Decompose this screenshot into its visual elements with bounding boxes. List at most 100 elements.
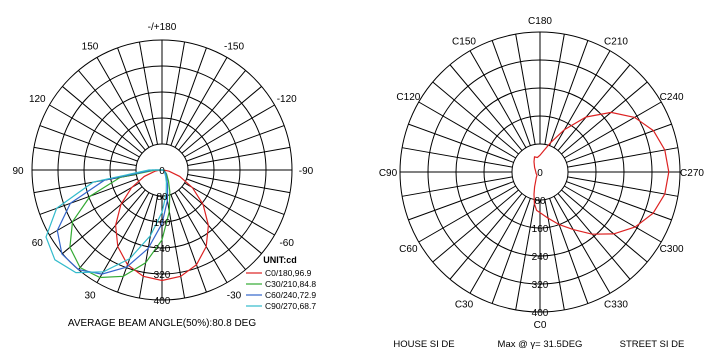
- angle-tick-label: -150: [224, 41, 244, 52]
- grid-spoke: [432, 81, 519, 155]
- grid-spoke: [567, 147, 678, 168]
- radial-tick-label: 160: [154, 218, 171, 229]
- grid-spoke: [469, 195, 527, 294]
- grid-spoke: [178, 189, 246, 270]
- angle-tick-label: -120: [277, 94, 297, 105]
- left-polar-chart: 0 80 160 240 320 400 -/+180 150 120 90 60 30 -30 -60…: [12, 22, 316, 329]
- left-series-group: [45, 169, 210, 282]
- grid-spoke: [491, 40, 531, 146]
- grid-spoke: [566, 181, 672, 221]
- legend-label: C60/240,72.9: [265, 290, 316, 300]
- grid-spoke: [544, 34, 565, 145]
- street-side-label: STREET SI DE: [620, 339, 685, 350]
- grid-spoke: [566, 123, 672, 163]
- max-gamma-label: Max @ γ= 31.5DEG: [498, 339, 583, 350]
- grid-spoke: [567, 176, 678, 197]
- angle-tick-label: -/+180: [148, 22, 177, 33]
- radial-tick-label: 0: [537, 168, 543, 179]
- grid-spoke: [515, 199, 536, 310]
- legend-label: C90/270,68.7: [265, 301, 316, 311]
- angle-tick-label: C300: [660, 244, 684, 255]
- grid-spoke: [184, 182, 275, 236]
- grid-spoke: [491, 198, 531, 304]
- grid-spoke: [515, 34, 536, 145]
- grid-spoke: [39, 178, 138, 215]
- left-angle-labels: -/+180 150 120 90 60 30 -30 -60 -90 -120 -150: [12, 22, 313, 302]
- angle-tick-label: -30: [227, 291, 242, 302]
- radial-tick-label: 320: [532, 280, 549, 291]
- grid-spoke: [62, 86, 143, 154]
- grid-spoke: [549, 198, 589, 304]
- grid-spoke: [561, 189, 648, 263]
- grid-spoke: [138, 41, 158, 145]
- left-legend: UNIT:cd C0/180,96.9C30/210,84.8C60/240,7…: [246, 255, 316, 311]
- radial-tick-label: 80: [534, 196, 546, 207]
- angle-tick-label: C150: [452, 36, 476, 47]
- grid-spoke: [174, 57, 228, 148]
- grid-spoke: [33, 146, 137, 166]
- grid-spoke: [449, 64, 523, 151]
- radial-tick-label: 400: [154, 296, 171, 307]
- grid-spoke: [563, 185, 662, 243]
- grid-spoke: [557, 193, 631, 280]
- grid-spoke: [184, 104, 275, 158]
- angle-tick-label: C270: [680, 168, 704, 179]
- angle-tick-label: 30: [84, 291, 96, 302]
- angle-tick-label: C0: [534, 320, 547, 331]
- grid-spoke: [174, 192, 228, 283]
- angle-tick-label: C330: [604, 300, 628, 311]
- grid-spoke: [418, 185, 517, 243]
- right-polar-grid: [399, 31, 681, 313]
- radial-tick-label: 80: [156, 192, 168, 203]
- radial-tick-label: 240: [532, 252, 549, 263]
- legend-label: C0/180,96.9: [265, 268, 312, 278]
- grid-spoke: [49, 182, 140, 236]
- grid-spoke: [187, 146, 291, 166]
- grid-spoke: [432, 189, 519, 263]
- grid-spoke: [187, 174, 291, 194]
- grid-spoke: [170, 194, 207, 293]
- grid-spoke: [563, 101, 662, 159]
- angle-tick-label: C240: [660, 92, 684, 103]
- grid-spoke: [408, 123, 514, 163]
- angle-tick-label: C90: [379, 168, 398, 179]
- grid-spoke: [178, 70, 246, 151]
- right-radial-labels: 0 80 160 240 320 400: [532, 168, 549, 319]
- grid-spoke: [553, 50, 611, 149]
- grid-spoke: [166, 41, 186, 145]
- series-curve: [45, 169, 168, 274]
- legend-label: C30/210,84.8: [265, 279, 316, 289]
- grid-spoke: [553, 195, 611, 294]
- house-side-label: HOUSE SI DE: [393, 339, 454, 350]
- grid-spoke: [181, 86, 262, 154]
- grid-spoke: [449, 193, 523, 280]
- grid-spoke: [418, 101, 517, 159]
- angle-tick-label: 150: [82, 41, 99, 52]
- grid-spoke: [469, 50, 527, 149]
- grid-spoke: [49, 104, 140, 158]
- grid-spoke: [549, 40, 589, 146]
- grid-spoke: [186, 125, 285, 162]
- series-curve: [533, 111, 670, 235]
- grid-spoke: [561, 81, 648, 155]
- grid-spoke: [402, 147, 513, 168]
- unit-label: UNIT:cd: [263, 255, 297, 265]
- beam-angle-caption: AVERAGE BEAM ANGLE(50%):80.8 DEG: [68, 318, 256, 329]
- grid-spoke: [96, 57, 150, 148]
- grid-spoke: [78, 70, 146, 151]
- angle-tick-label: C60: [399, 244, 418, 255]
- grid-spoke: [402, 176, 513, 197]
- angle-tick-label: 90: [12, 166, 24, 177]
- grid-spoke: [62, 186, 143, 254]
- left-radial-labels: 0 80 160 240 320 400: [154, 166, 171, 307]
- grid-spoke: [408, 181, 514, 221]
- left-polar-grid: [31, 39, 293, 301]
- grid-spoke: [557, 64, 631, 151]
- grid-spoke: [78, 189, 146, 270]
- grid-spoke: [170, 47, 207, 146]
- grid-spoke: [117, 47, 154, 146]
- grid-spoke: [181, 186, 262, 254]
- radial-tick-label: 0: [159, 166, 165, 177]
